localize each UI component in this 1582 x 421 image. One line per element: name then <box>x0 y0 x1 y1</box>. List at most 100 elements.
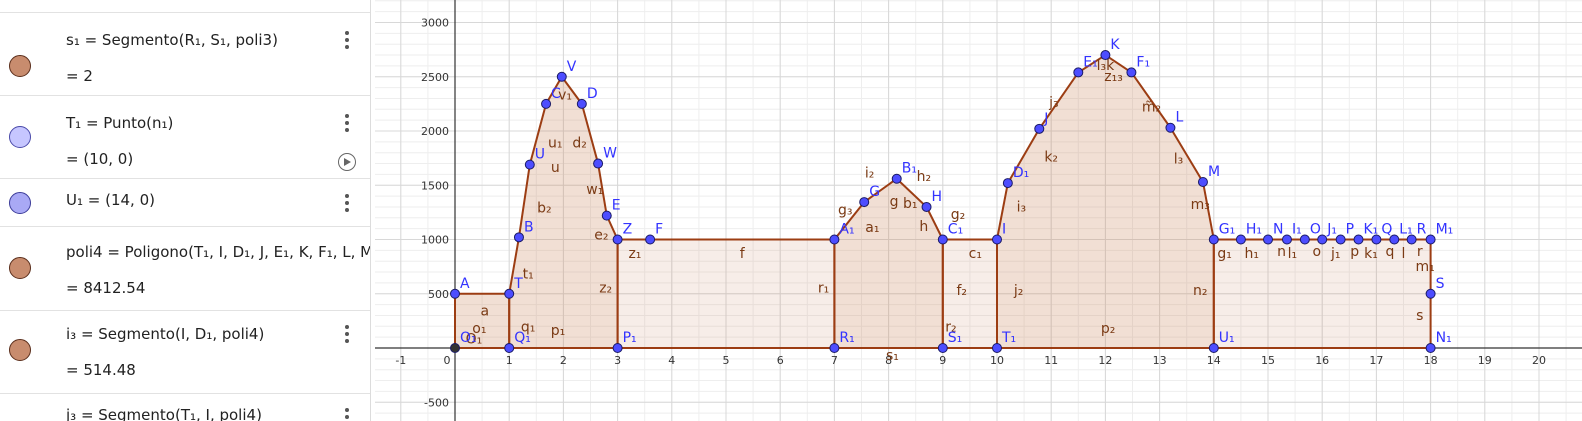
point[interactable] <box>524 159 535 170</box>
y-tick-label: 3000 <box>421 17 449 30</box>
point[interactable] <box>612 343 623 353</box>
point[interactable] <box>645 234 656 245</box>
x-tick-label: 17 <box>1369 354 1383 367</box>
point[interactable] <box>513 232 524 243</box>
segment[interactable] <box>1104 54 1132 74</box>
segment[interactable] <box>1169 127 1204 183</box>
algebra-row-s1[interactable]: s₁ = Segmento(R₁, S₁, poli3) = 2 <box>0 12 370 96</box>
segment[interactable] <box>925 206 944 240</box>
visibility-toggle-icon[interactable] <box>9 192 31 214</box>
algebra-row-u1[interactable]: U₁ = (14, 0) <box>0 179 370 227</box>
point[interactable] <box>504 288 515 299</box>
point[interactable] <box>1425 343 1436 353</box>
point[interactable] <box>1335 234 1346 245</box>
point[interactable] <box>1406 234 1417 245</box>
point[interactable] <box>593 158 604 169</box>
segment[interactable] <box>1006 128 1041 184</box>
point[interactable] <box>1100 50 1111 61</box>
object-definition[interactable]: U₁ = (14, 0) <box>66 191 155 209</box>
polygon-segments[interactable] <box>454 54 1432 349</box>
segment[interactable] <box>545 76 563 105</box>
point[interactable] <box>1281 234 1292 245</box>
point[interactable] <box>1126 67 1137 78</box>
point[interactable] <box>504 343 515 353</box>
point[interactable] <box>1208 234 1219 245</box>
segment[interactable] <box>1038 71 1080 130</box>
point[interactable] <box>1165 122 1176 133</box>
point[interactable] <box>556 71 567 82</box>
segment[interactable] <box>508 237 520 294</box>
segment[interactable] <box>517 164 531 238</box>
point[interactable] <box>450 343 460 353</box>
object-definition[interactable]: s₁ = Segmento(R₁, S₁, poli3) <box>66 31 278 49</box>
segment-label: h₁ <box>1244 246 1259 262</box>
object-definition[interactable]: poli4 = Poligono(T₁, I, D₁, J, E₁, K, F₁… <box>66 243 370 261</box>
point[interactable] <box>612 234 623 245</box>
point[interactable] <box>921 201 932 212</box>
x-tick-label: 13 <box>1153 354 1167 367</box>
point[interactable] <box>829 234 840 245</box>
object-definition[interactable]: i₃ = Segmento(I, D₁, poli4) <box>66 325 265 343</box>
more-options-icon[interactable] <box>342 31 352 49</box>
segment[interactable] <box>560 76 583 105</box>
algebra-row-t1[interactable]: T₁ = Punto(n₁) = (10, 0) <box>0 96 370 179</box>
segment[interactable] <box>863 177 898 203</box>
point[interactable] <box>576 98 587 109</box>
more-options-icon[interactable] <box>342 408 352 421</box>
point[interactable] <box>1197 176 1208 187</box>
point-label: G <box>869 184 880 200</box>
algebra-row-j3[interactable]: j₃ = Segmento(T₁, I, poli4) <box>0 394 370 421</box>
segment[interactable] <box>1201 181 1215 240</box>
segment[interactable] <box>896 178 928 208</box>
point[interactable] <box>1425 288 1436 299</box>
point[interactable] <box>859 197 870 208</box>
visibility-toggle-icon[interactable] <box>9 257 31 279</box>
point[interactable] <box>1263 234 1273 245</box>
point[interactable] <box>1208 343 1219 353</box>
point[interactable] <box>1235 234 1246 245</box>
point[interactable] <box>1389 234 1400 245</box>
object-definition[interactable]: j₃ = Segmento(T₁, I, poli4) <box>66 406 262 421</box>
segment[interactable] <box>833 201 865 241</box>
algebra-row-i3[interactable]: i₃ = Segmento(I, D₁, poli4) = 514.48 <box>0 311 370 394</box>
point-label: M₁ <box>1436 222 1454 238</box>
point[interactable] <box>937 343 948 353</box>
polygon-fill <box>942 239 997 348</box>
segment[interactable] <box>1130 71 1172 129</box>
algebra-row-poli4[interactable]: poli4 = Poligono(T₁, I, D₁, J, E₁, K, F₁… <box>0 227 370 311</box>
point[interactable] <box>1299 234 1310 245</box>
point[interactable] <box>891 173 902 184</box>
point[interactable] <box>829 343 840 353</box>
point[interactable] <box>1371 234 1382 245</box>
more-options-icon[interactable] <box>342 194 352 212</box>
graphics-view[interactable]: -1 0 1 2 3 4 5 6 7 8 9 10 11 12 13 14 15 16 17 18 19 20 3000 25… <box>375 0 1582 421</box>
point[interactable] <box>1002 178 1013 189</box>
point[interactable] <box>1317 234 1328 245</box>
x-tick-label: 4 <box>668 354 675 367</box>
segment[interactable] <box>597 163 608 216</box>
visibility-toggle-icon[interactable] <box>9 55 31 77</box>
point[interactable] <box>1073 67 1084 78</box>
segment[interactable] <box>1077 54 1106 74</box>
point[interactable] <box>541 98 552 109</box>
play-animation-icon[interactable] <box>338 153 356 171</box>
visibility-toggle-icon[interactable] <box>9 339 31 361</box>
point[interactable] <box>601 210 612 221</box>
points[interactable]: A T B U CVD W EZ F A₁ G B₁ H C₁ I D₁ J E₁ K F₁ L M G₁ H₁ N I₁ O J₁… <box>450 37 1454 353</box>
more-options-icon[interactable] <box>342 114 352 132</box>
coordinate-plane[interactable]: -1 0 1 2 3 4 5 6 7 8 9 10 11 12 13 14 15 16 17 18 19 20300025… <box>375 0 1582 421</box>
point[interactable] <box>937 234 948 245</box>
segment[interactable] <box>996 182 1009 240</box>
point[interactable] <box>992 234 1002 245</box>
visibility-toggle-icon[interactable] <box>9 126 31 148</box>
point[interactable] <box>1034 123 1045 134</box>
algebra-view: s₁ = Segmento(R₁, S₁, poli3) = 2 T₁ = Pu… <box>0 0 371 421</box>
segment[interactable] <box>528 103 548 165</box>
segment[interactable] <box>580 103 600 164</box>
point[interactable] <box>1425 234 1436 245</box>
point[interactable] <box>450 288 460 299</box>
object-definition[interactable]: T₁ = Punto(n₁) <box>66 114 174 132</box>
point[interactable] <box>1353 234 1364 245</box>
more-options-icon[interactable] <box>342 325 352 343</box>
point[interactable] <box>992 343 1002 353</box>
